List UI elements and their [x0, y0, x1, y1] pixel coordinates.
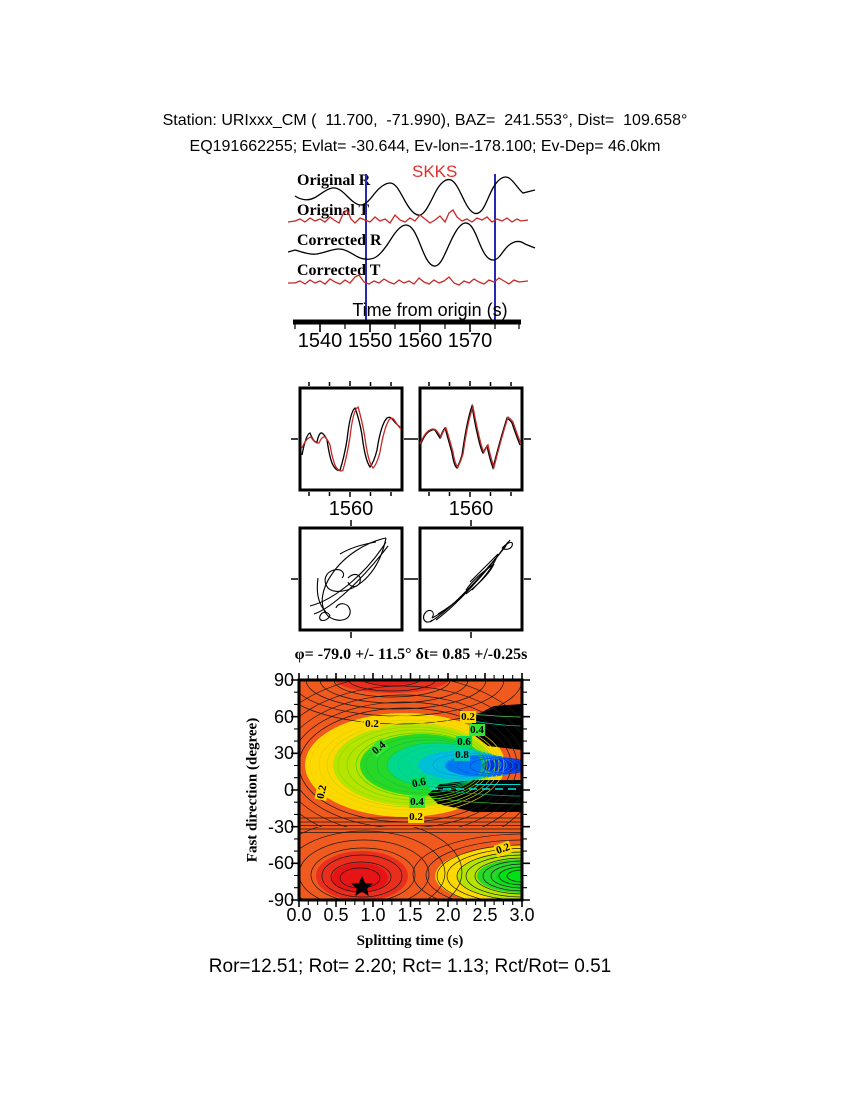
- time-tick-1550: 1550: [347, 330, 393, 352]
- lower-black-contour-lines: [299, 827, 522, 900]
- misfit-contour-plot: [291, 673, 530, 907]
- time-axis-title: Time from origin (s): [352, 300, 508, 320]
- xtick-10: 1.0: [360, 905, 386, 925]
- best-fit-star: [351, 876, 373, 896]
- contour-label-6: 0.8: [454, 749, 470, 761]
- overlay-right-tick-label: 1560: [448, 498, 494, 520]
- time-axis-minor-ticks: [294, 324, 520, 329]
- station-title: Station: URIxxx_CM ( 11.700, -71.990), B…: [162, 112, 688, 129]
- ytick-0: 0: [283, 780, 294, 800]
- xtick-25: 2.5: [472, 905, 498, 925]
- time-tick-1560: 1560: [397, 330, 443, 352]
- phase-label: SKKS: [412, 162, 458, 181]
- overlay-box-right: [418, 386, 524, 492]
- xtick-15: 1.5: [397, 905, 423, 925]
- pm-box-ticks: [291, 520, 531, 638]
- contour-title: φ= -79.0 +/- 11.5° δt= 0.85 +/-0.25s: [294, 646, 528, 663]
- component-overlay-plots: [291, 381, 531, 497]
- xtick-20: 2.0: [435, 905, 461, 925]
- overlay-box-ticks: [291, 381, 531, 497]
- overlay-left-red-trace: [301, 406, 402, 472]
- time-axis-major-ticks: [319, 324, 471, 332]
- trace-label-corrected-r: Corrected R: [297, 232, 382, 249]
- contour-x-axis-title: Splitting time (s): [356, 933, 464, 949]
- contour-label-5: 0.6: [456, 736, 472, 748]
- contour-label-4: 0.4: [469, 724, 485, 736]
- overlay-right-black-trace: [419, 403, 521, 471]
- pm-box-left: [298, 526, 404, 632]
- time-tick-1540: 1540: [297, 330, 343, 352]
- pm-left-hodogram: [309, 537, 389, 622]
- xtick-05: 0.5: [323, 905, 349, 925]
- trace-label-original-r: Original R: [297, 172, 371, 189]
- ytick-60: 60: [273, 707, 294, 727]
- ytick-m60: -60: [267, 853, 294, 873]
- waveform-traces-plot: [288, 174, 536, 332]
- original-r-trace: [294, 176, 536, 216]
- ytick-90: 90: [273, 670, 294, 690]
- footer-stats: Ror=12.51; Rot= 2.20; Rct= 1.13; Rct/Rot…: [208, 956, 612, 977]
- original-t-trace: [288, 208, 529, 224]
- overlay-box-left: [298, 386, 404, 492]
- corrected-r-trace: [288, 222, 536, 267]
- event-subtitle: EQ191662255; Evlat= -30.644, Ev-lon=-178…: [189, 138, 661, 155]
- xtick-30: 3.0: [509, 905, 535, 925]
- xtick-00: 0.0: [286, 905, 312, 925]
- contour-label-3: 0.2: [460, 711, 476, 723]
- overlay-right-red-trace: [419, 404, 522, 470]
- overlay-left-black-trace: [301, 406, 401, 472]
- ytick-30: 30: [273, 743, 294, 763]
- contour-label-8: 0.4: [409, 796, 425, 808]
- overlay-left-tick-label: 1560: [328, 498, 374, 520]
- contour-label-9: 0.2: [408, 811, 424, 823]
- pm-right-hodogram: [423, 539, 513, 623]
- window-marker-lines: [365, 174, 496, 320]
- time-tick-1570: 1570: [447, 330, 493, 352]
- contour-frame: [297, 678, 524, 902]
- corrected-t-trace: [288, 274, 529, 286]
- contour-fill-field: [299, 680, 522, 900]
- ytick-m30: -30: [267, 817, 294, 837]
- contour-minor-ticks: [294, 675, 527, 905]
- ytick-m90: -90: [267, 890, 294, 910]
- particle-motion-plots: [291, 520, 531, 638]
- trace-label-original-t: Original T: [297, 202, 370, 219]
- contour-major-ticks: [291, 673, 530, 907]
- contour-label-0: 0.2: [364, 718, 380, 730]
